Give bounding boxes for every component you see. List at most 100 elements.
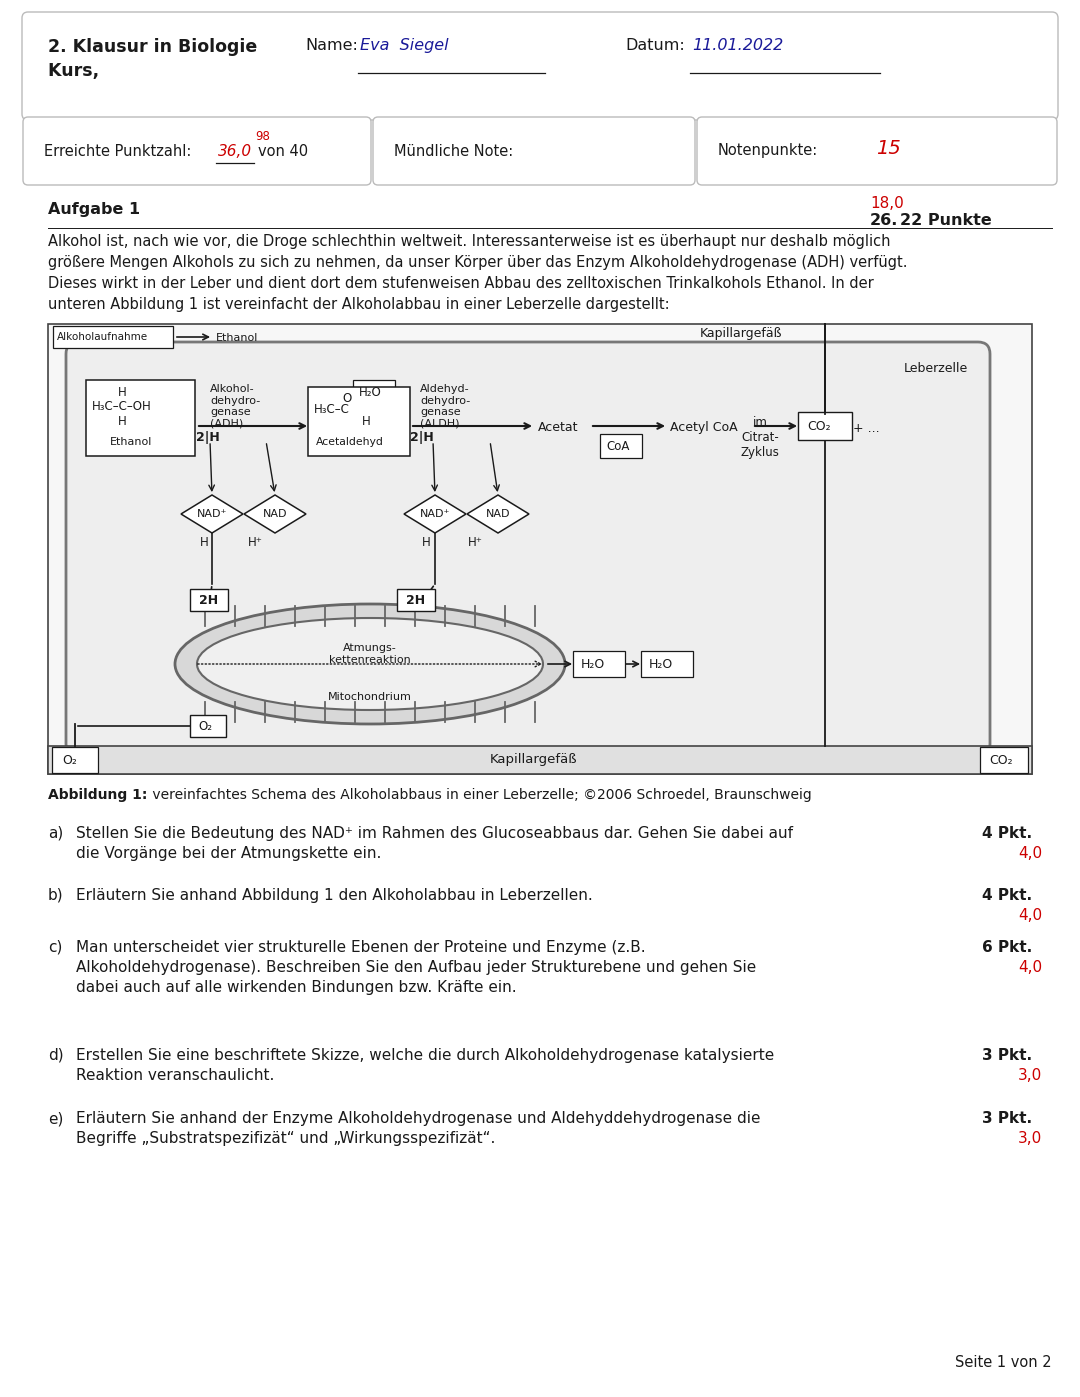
Text: dabei auch auf alle wirkenden Bindungen bzw. Kräfte ein.: dabei auch auf alle wirkenden Bindungen … bbox=[76, 981, 516, 995]
Text: Leberzelle: Leberzelle bbox=[904, 362, 968, 374]
Polygon shape bbox=[467, 495, 529, 534]
Text: H₃C–C–OH: H₃C–C–OH bbox=[92, 400, 152, 414]
Text: NAD: NAD bbox=[262, 509, 287, 520]
Text: Acetat: Acetat bbox=[538, 420, 579, 434]
FancyBboxPatch shape bbox=[22, 13, 1058, 120]
FancyBboxPatch shape bbox=[573, 651, 625, 678]
FancyBboxPatch shape bbox=[353, 380, 395, 404]
Text: vereinfachtes Schema des Alkoholabbaus in einer Leberzelle; ©2006 Schroedel, Bra: vereinfachtes Schema des Alkoholabbaus i… bbox=[148, 788, 812, 802]
Text: Eva  Siegel: Eva Siegel bbox=[360, 38, 448, 53]
Text: Acetaldehyd: Acetaldehyd bbox=[316, 437, 383, 447]
Text: 18,0: 18,0 bbox=[870, 196, 904, 211]
Text: H: H bbox=[422, 536, 431, 549]
Text: 2. Klausur in Biologie: 2. Klausur in Biologie bbox=[48, 38, 257, 56]
Text: 2H: 2H bbox=[199, 594, 218, 606]
Text: 4 Pkt.: 4 Pkt. bbox=[982, 888, 1032, 902]
Text: Reaktion veranschaulicht.: Reaktion veranschaulicht. bbox=[76, 1067, 274, 1083]
Bar bbox=[48, 324, 1032, 774]
FancyBboxPatch shape bbox=[798, 412, 852, 440]
Text: H: H bbox=[118, 386, 126, 400]
FancyBboxPatch shape bbox=[23, 117, 372, 184]
Text: O: O bbox=[342, 393, 351, 405]
Text: die Vorgänge bei der Atmungskette ein.: die Vorgänge bei der Atmungskette ein. bbox=[76, 847, 381, 861]
Polygon shape bbox=[181, 495, 243, 534]
FancyBboxPatch shape bbox=[373, 117, 696, 184]
Text: Notenpunkte:: Notenpunkte: bbox=[718, 144, 819, 158]
Text: H₂O: H₂O bbox=[581, 658, 605, 671]
Text: Kapillargefäß: Kapillargefäß bbox=[700, 327, 783, 341]
Text: 2|H: 2|H bbox=[195, 432, 219, 444]
Text: 36,0: 36,0 bbox=[218, 144, 252, 158]
Text: CO₂: CO₂ bbox=[807, 419, 831, 433]
Text: H₂O: H₂O bbox=[359, 386, 381, 398]
Text: b): b) bbox=[48, 888, 64, 902]
FancyBboxPatch shape bbox=[190, 715, 226, 738]
Text: Mündliche Note:: Mündliche Note: bbox=[394, 144, 513, 158]
Bar bbox=[48, 746, 1032, 774]
Text: 2H: 2H bbox=[406, 594, 426, 606]
Text: Name:: Name: bbox=[305, 38, 357, 53]
Text: Kapillargefäß: Kapillargefäß bbox=[490, 753, 578, 767]
FancyBboxPatch shape bbox=[52, 747, 98, 773]
Text: NAD⁺: NAD⁺ bbox=[420, 509, 450, 520]
Text: + ...: + ... bbox=[853, 422, 879, 434]
Text: 11.01.2022: 11.01.2022 bbox=[692, 38, 783, 53]
Text: 26.: 26. bbox=[870, 212, 899, 228]
Text: NAD: NAD bbox=[486, 509, 510, 520]
Text: Aldehyd-
dehydro-
genase
(ALDH): Aldehyd- dehydro- genase (ALDH) bbox=[420, 384, 470, 429]
Text: Alkoholaufnahme: Alkoholaufnahme bbox=[57, 332, 148, 342]
Text: Erreichte Punktzahl:: Erreichte Punktzahl: bbox=[44, 144, 191, 158]
Text: Begriffe „Substratspezifizät“ und „Wirkungsspezifizät“.: Begriffe „Substratspezifizät“ und „Wirku… bbox=[76, 1132, 496, 1146]
Text: 3,0: 3,0 bbox=[1017, 1132, 1042, 1146]
Polygon shape bbox=[404, 495, 465, 534]
Text: H: H bbox=[362, 415, 370, 427]
Text: CoA: CoA bbox=[606, 440, 630, 453]
Text: Datum:: Datum: bbox=[625, 38, 685, 53]
Text: c): c) bbox=[48, 940, 63, 956]
Text: Aufgabe 1: Aufgabe 1 bbox=[48, 203, 140, 217]
Text: CO₂: CO₂ bbox=[989, 753, 1013, 767]
FancyBboxPatch shape bbox=[397, 590, 435, 610]
Ellipse shape bbox=[197, 617, 543, 710]
Text: Kurs​,: Kurs​, bbox=[48, 61, 99, 80]
Text: Man unterscheidet vier strukturelle Ebenen der Proteine und Enzyme (z.B.: Man unterscheidet vier strukturelle Eben… bbox=[76, 940, 646, 956]
FancyBboxPatch shape bbox=[980, 747, 1028, 773]
FancyBboxPatch shape bbox=[308, 387, 410, 455]
Text: a): a) bbox=[48, 826, 64, 841]
Text: 4,0: 4,0 bbox=[1017, 908, 1042, 923]
Text: Stellen Sie die Bedeutung des NAD⁺ im Rahmen des Glucoseabbaus dar. Gehen Sie da: Stellen Sie die Bedeutung des NAD⁺ im Ra… bbox=[76, 826, 793, 841]
Text: 22 Punkte: 22 Punkte bbox=[900, 212, 991, 228]
Text: H₃C–C: H₃C–C bbox=[314, 402, 350, 416]
FancyBboxPatch shape bbox=[642, 651, 693, 678]
Text: Acetyl CoA: Acetyl CoA bbox=[670, 420, 738, 434]
FancyBboxPatch shape bbox=[697, 117, 1057, 184]
FancyBboxPatch shape bbox=[600, 434, 642, 458]
Text: Abbildung 1:: Abbildung 1: bbox=[48, 788, 147, 802]
Text: Mitochondrium: Mitochondrium bbox=[328, 692, 411, 703]
Text: Atmungs-
kettenreaktion: Atmungs- kettenreaktion bbox=[329, 643, 410, 665]
Text: e): e) bbox=[48, 1111, 64, 1126]
Text: Erläutern Sie anhand Abbildung 1 den Alkoholabbau in Leberzellen.: Erläutern Sie anhand Abbildung 1 den Alk… bbox=[76, 888, 593, 902]
Polygon shape bbox=[244, 495, 306, 534]
Text: 15: 15 bbox=[876, 138, 901, 158]
Ellipse shape bbox=[175, 604, 565, 724]
Text: 3 Pkt.: 3 Pkt. bbox=[982, 1048, 1032, 1063]
Text: H⁺: H⁺ bbox=[468, 536, 483, 549]
Text: 3 Pkt.: 3 Pkt. bbox=[982, 1111, 1032, 1126]
Text: 4,0: 4,0 bbox=[1017, 847, 1042, 861]
Text: O₂: O₂ bbox=[198, 719, 212, 732]
Text: 98: 98 bbox=[255, 130, 270, 142]
Text: 6 Pkt.: 6 Pkt. bbox=[982, 940, 1032, 956]
Text: H₂O: H₂O bbox=[649, 658, 673, 671]
Text: Dieses wirkt in der Leber und dient dort dem stufenweisen Abbau des zelltoxische: Dieses wirkt in der Leber und dient dort… bbox=[48, 277, 874, 291]
Text: Ethanol: Ethanol bbox=[216, 332, 258, 344]
Text: H⁺: H⁺ bbox=[248, 536, 262, 549]
Text: Erstellen Sie eine beschriftete Skizze, welche die durch Alkoholdehydrogenase ka: Erstellen Sie eine beschriftete Skizze, … bbox=[76, 1048, 774, 1063]
Text: H: H bbox=[200, 536, 208, 549]
Text: Ethanol: Ethanol bbox=[110, 437, 152, 447]
Text: 4 Pkt.: 4 Pkt. bbox=[982, 826, 1032, 841]
Text: H: H bbox=[118, 415, 126, 427]
FancyBboxPatch shape bbox=[86, 380, 195, 455]
Text: Alkohol-
dehydro-
genase
(ADH): Alkohol- dehydro- genase (ADH) bbox=[210, 384, 260, 429]
FancyBboxPatch shape bbox=[190, 590, 228, 610]
